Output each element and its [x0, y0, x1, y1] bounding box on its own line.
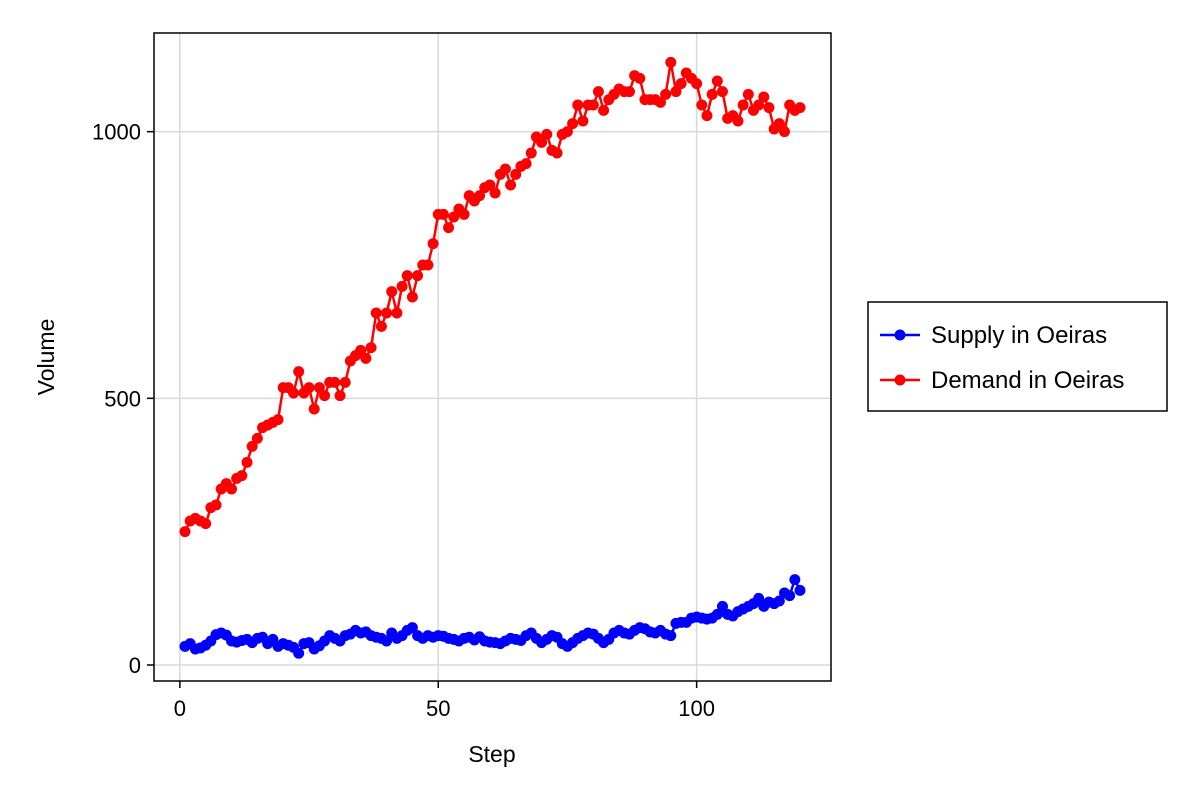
- x-tick-label: 100: [678, 696, 715, 721]
- data-point: [743, 89, 754, 100]
- legend: Supply in Oeiras Demand in Oeiras: [868, 302, 1167, 411]
- data-point: [309, 404, 320, 415]
- data-point: [526, 148, 537, 159]
- data-point: [712, 76, 723, 87]
- data-point: [701, 110, 712, 121]
- data-point: [665, 57, 676, 68]
- data-point: [428, 238, 439, 249]
- data-point: [459, 209, 470, 220]
- data-point: [402, 270, 413, 281]
- data-point: [242, 457, 253, 468]
- data-point: [407, 292, 418, 303]
- data-point: [794, 102, 805, 113]
- data-point: [438, 209, 449, 220]
- data-point: [335, 390, 346, 401]
- data-point: [552, 148, 563, 159]
- data-point: [676, 78, 687, 89]
- data-point: [779, 126, 790, 137]
- x-axis-title: Step: [468, 741, 515, 767]
- data-point: [738, 100, 749, 111]
- data-point: [371, 308, 382, 319]
- grid: [154, 33, 831, 681]
- data-point: [329, 377, 340, 388]
- data-point: [593, 86, 604, 97]
- x-tick-label: 0: [174, 696, 186, 721]
- data-point: [521, 158, 532, 169]
- data-point: [376, 321, 387, 332]
- data-point: [366, 342, 377, 353]
- data-point: [412, 270, 423, 281]
- data-point: [288, 388, 299, 399]
- data-point: [200, 518, 211, 529]
- data-point: [691, 78, 702, 89]
- data-point: [567, 118, 578, 129]
- data-point: [211, 500, 222, 511]
- data-point: [490, 188, 501, 199]
- y-tick-label: 0: [129, 653, 141, 678]
- data-point: [422, 260, 433, 271]
- data-point: [784, 590, 795, 601]
- data-point: [443, 222, 454, 233]
- data-point: [707, 89, 718, 100]
- data-point: [598, 105, 609, 116]
- data-point: [572, 100, 583, 111]
- data-point: [665, 630, 676, 641]
- data-point: [500, 164, 511, 175]
- data-point: [758, 92, 769, 103]
- data-point: [696, 100, 707, 111]
- data-point: [541, 129, 552, 140]
- data-point: [391, 308, 402, 319]
- data-point: [319, 390, 330, 401]
- data-point: [794, 585, 805, 596]
- data-point: [386, 286, 397, 297]
- data-point: [226, 484, 237, 495]
- y-tick-label: 1000: [92, 120, 141, 145]
- data-point: [588, 100, 599, 111]
- data-point: [381, 308, 392, 319]
- data-point: [660, 89, 671, 100]
- y-axis-title: Volume: [33, 319, 59, 396]
- data-point: [634, 73, 645, 84]
- data-point: [763, 102, 774, 113]
- data-point: [717, 86, 728, 97]
- series-1: [180, 57, 806, 537]
- data-point: [340, 377, 351, 388]
- data-point: [180, 526, 191, 537]
- data-point: [273, 414, 284, 425]
- data-point: [624, 86, 635, 97]
- legend-swatch-demand-marker: [895, 375, 906, 386]
- series-line: [185, 62, 800, 531]
- data-point: [360, 353, 371, 364]
- legend-label-demand: Demand in Oeiras: [931, 367, 1124, 394]
- data-point: [505, 180, 516, 191]
- x-tick-label: 50: [426, 696, 450, 721]
- data-point: [236, 470, 247, 481]
- data-point: [577, 116, 588, 127]
- y-tick-label: 500: [104, 386, 141, 411]
- plot-area: [180, 57, 806, 659]
- data-point: [293, 648, 304, 659]
- data-point: [732, 116, 743, 127]
- legend-box: [868, 302, 1167, 411]
- legend-label-supply: Supply in Oeiras: [931, 322, 1107, 349]
- plot-frame: [154, 33, 831, 681]
- data-point: [789, 574, 800, 585]
- data-point: [293, 366, 304, 377]
- data-point: [397, 281, 408, 292]
- data-point: [304, 382, 315, 393]
- data-point: [252, 433, 263, 444]
- legend-swatch-supply-marker: [895, 330, 906, 341]
- series-0: [180, 574, 806, 659]
